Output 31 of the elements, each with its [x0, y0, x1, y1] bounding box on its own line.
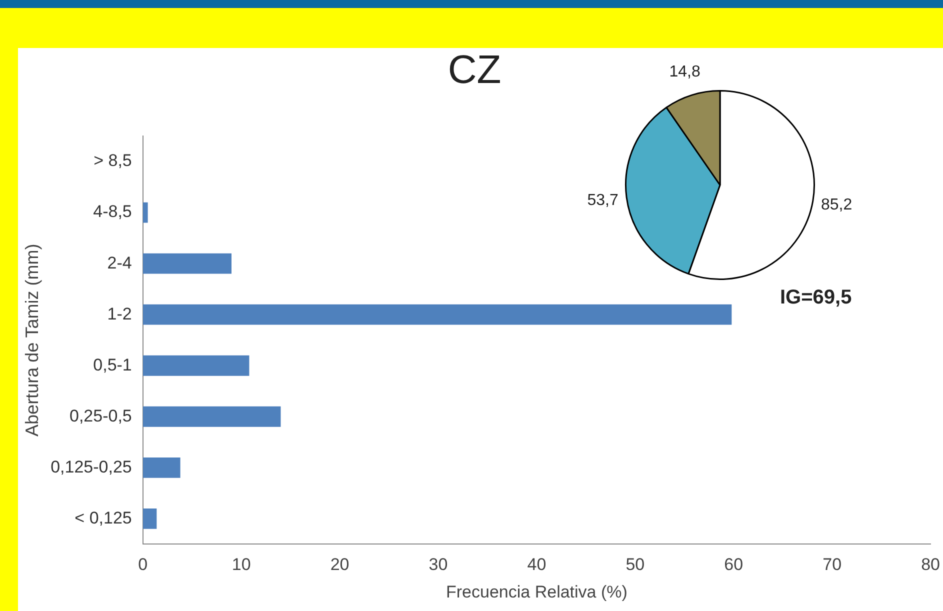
- data-label: 85,2: [820, 196, 852, 214]
- y-tick-label: 0,125-0,25: [50, 457, 132, 476]
- y-tick-label: 0,25-0,5: [70, 406, 132, 426]
- bar: [142, 355, 250, 376]
- x-tick-label: 20: [330, 555, 350, 574]
- y-tick-label: 1-2: [107, 304, 132, 324]
- x-tick-label: 70: [822, 555, 842, 574]
- x-tick-label: 40: [527, 555, 546, 574]
- y-tick-label: 0,5-1: [93, 355, 132, 374]
- y-tick-label: > 8,5: [94, 151, 132, 170]
- y-axis-title: Abertura de Tamiz (mm): [22, 244, 42, 436]
- bar: [142, 202, 148, 223]
- x-tick-label: 0: [138, 555, 148, 574]
- data-label: 14,8: [669, 64, 700, 81]
- bar: [142, 406, 281, 427]
- chart-title: CZ: [448, 48, 502, 92]
- data-label: 53,7: [587, 192, 618, 209]
- x-tick-label: 50: [626, 555, 645, 574]
- x-tick-label: 30: [428, 555, 448, 574]
- bar: [142, 253, 232, 274]
- bar: [142, 457, 180, 478]
- x-tick-label: 80: [921, 555, 940, 574]
- annotation: IG=69,5: [780, 286, 852, 309]
- y-tick-label: < 0,125: [74, 508, 132, 528]
- x-tick-label: 60: [724, 555, 744, 574]
- y-tick-label: 2-4: [107, 253, 132, 272]
- bar: [142, 304, 732, 325]
- x-axis-title: Frecuencia Relativa (%): [446, 582, 628, 602]
- x-tick-label: 10: [232, 555, 251, 574]
- y-tick-label: 4-8,5: [93, 202, 132, 222]
- bar: [142, 508, 157, 529]
